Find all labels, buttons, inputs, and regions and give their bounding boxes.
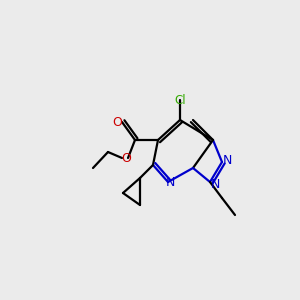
Text: O: O	[121, 152, 131, 166]
Text: N: N	[222, 154, 232, 166]
Text: Cl: Cl	[174, 94, 186, 106]
Text: O: O	[112, 116, 122, 128]
Text: N: N	[165, 176, 175, 190]
Text: N: N	[210, 178, 220, 190]
